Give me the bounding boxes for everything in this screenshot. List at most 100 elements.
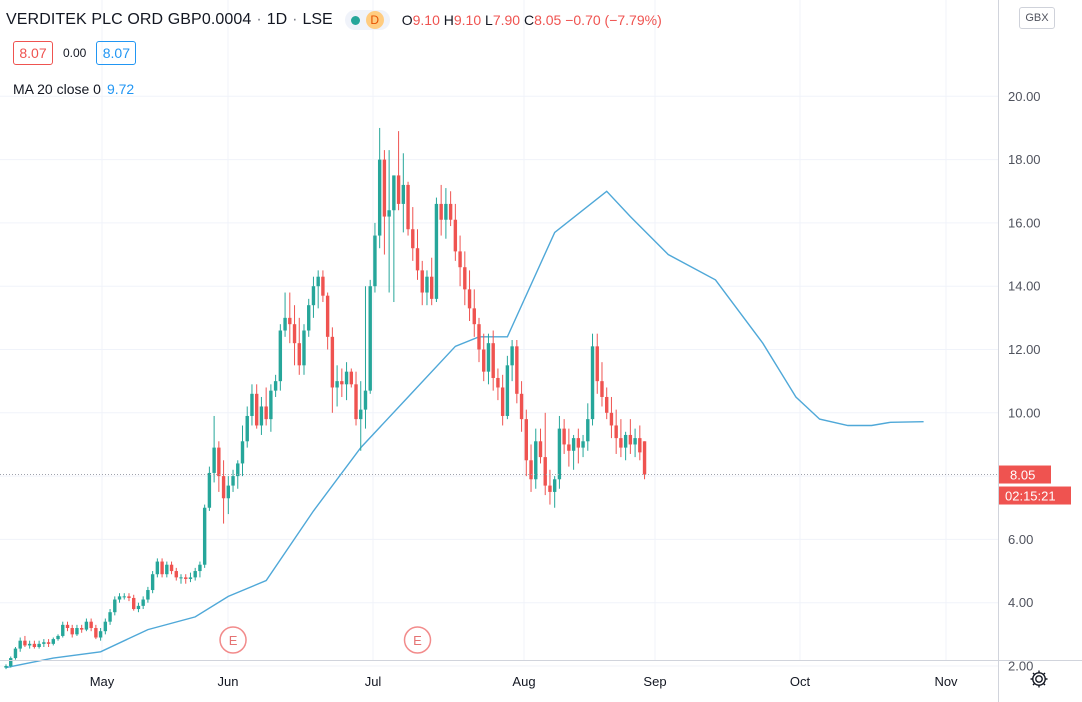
currency-button[interactable]: GBX <box>1019 7 1055 29</box>
open-value: 9.10 <box>412 12 440 28</box>
indicator-legend[interactable]: MA 20 close 0 9.72 <box>13 81 134 97</box>
candle-body <box>500 387 505 416</box>
candle-body <box>349 371 353 385</box>
candle-body <box>311 286 316 306</box>
candle <box>307 298 311 337</box>
candle-body <box>37 643 41 648</box>
candle-body <box>482 349 486 372</box>
candle <box>132 594 136 611</box>
candle <box>269 384 273 432</box>
candle-body <box>330 336 335 388</box>
candle-body <box>141 599 145 606</box>
candle-body <box>562 428 566 445</box>
earnings-event-marker[interactable]: E <box>403 626 432 654</box>
last-price-label: 8.05 <box>1010 468 1035 483</box>
candle-body <box>335 381 339 388</box>
candle <box>628 419 633 454</box>
candle-body <box>586 419 590 442</box>
candle <box>160 558 164 578</box>
candle-body <box>122 596 126 598</box>
spread-value: 0.00 <box>63 46 87 60</box>
candle-body <box>307 305 311 331</box>
candle-body <box>396 175 401 204</box>
buy-price-button[interactable]: 8.07 <box>96 41 137 65</box>
settings-gear-icon[interactable] <box>1028 668 1050 690</box>
close-value: 8.05 <box>534 12 562 28</box>
candle-body <box>264 406 268 420</box>
candle <box>325 292 330 350</box>
candle-body <box>359 409 363 420</box>
candle-body <box>434 203 439 299</box>
candle-body <box>174 571 178 578</box>
candle <box>335 365 339 407</box>
candle <box>524 409 528 477</box>
candle <box>302 324 306 375</box>
candle <box>70 624 74 638</box>
event-circle[interactable] <box>219 626 247 654</box>
price-tick-label: 18.00 <box>1008 152 1041 167</box>
candle-body <box>169 564 174 572</box>
candle-body <box>165 564 169 575</box>
candle <box>193 567 197 581</box>
candle <box>420 260 424 306</box>
candle <box>543 412 547 496</box>
candle-body <box>344 371 349 385</box>
time-tick-label: Sep <box>643 674 666 689</box>
candle <box>179 574 183 584</box>
candle-body <box>581 441 585 448</box>
candle-body <box>283 317 287 331</box>
time-tick-label: Oct <box>790 674 811 689</box>
candle <box>562 419 566 454</box>
candle <box>486 333 491 385</box>
candle <box>245 406 249 448</box>
earnings-event-marker[interactable]: E <box>219 626 247 654</box>
candle <box>217 441 221 492</box>
candle <box>75 624 79 636</box>
candle-body <box>79 628 84 630</box>
candle-body <box>633 438 637 445</box>
candle-body <box>406 184 410 230</box>
candle-body <box>430 276 434 299</box>
candle <box>174 567 178 581</box>
candle <box>609 396 614 439</box>
candle-body <box>614 425 618 439</box>
candle-body <box>103 621 108 632</box>
candle-body <box>543 457 547 486</box>
candle <box>439 184 443 236</box>
delayed-data-badge[interactable]: D <box>365 11 384 29</box>
candle-body <box>373 235 377 287</box>
interval-label[interactable]: 1D <box>266 11 288 28</box>
last-price-tag <box>999 465 1051 484</box>
candle-body <box>292 324 297 344</box>
high-label: H <box>443 12 454 28</box>
candle-body <box>217 447 221 477</box>
candle-body <box>548 485 552 492</box>
candle-body <box>273 381 278 391</box>
candle <box>165 561 169 578</box>
market-status-pill[interactable]: D <box>344 10 390 30</box>
sell-price-button[interactable]: 8.07 <box>13 41 53 65</box>
candle-body <box>61 624 65 636</box>
candle <box>23 635 27 648</box>
symbol-name[interactable]: VERDITEK PLC ORD GBP0.0004 <box>6 11 252 28</box>
candle <box>155 558 160 578</box>
candle-body <box>595 346 599 382</box>
candle <box>477 317 481 363</box>
candle <box>117 593 122 603</box>
candle <box>42 639 46 648</box>
event-label: E <box>413 633 422 648</box>
candle <box>61 621 65 638</box>
candle <box>103 618 108 635</box>
candle <box>226 476 231 515</box>
moving-average-layer <box>5 190 924 669</box>
candle-body <box>9 658 13 666</box>
low-label: L <box>485 12 493 28</box>
candle <box>240 425 245 477</box>
candle <box>444 188 448 239</box>
event-circle[interactable] <box>403 626 432 654</box>
candle <box>37 640 41 649</box>
candle-body <box>212 447 216 473</box>
candle-body <box>605 396 609 413</box>
candle-body <box>448 203 453 220</box>
